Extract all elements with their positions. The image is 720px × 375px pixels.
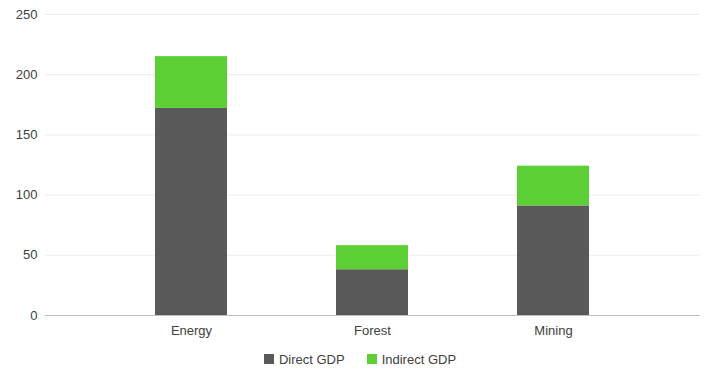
svg-text:Forest: Forest	[354, 323, 391, 338]
svg-text:0: 0	[30, 308, 37, 323]
html-text:Indirect GDP: Indirect GDP	[381, 351, 457, 367]
svg-text:Energy: Energy	[171, 323, 213, 338]
svg-text:50: 50	[23, 247, 37, 262]
svg-text:150: 150	[16, 127, 38, 142]
svg-text:Mining: Mining	[534, 323, 572, 338]
html-text:Direct GDP: Direct GDP	[278, 351, 345, 367]
svg-text:250: 250	[16, 7, 38, 22]
svg-text:100: 100	[16, 187, 38, 202]
svg-text:200: 200	[16, 67, 38, 82]
